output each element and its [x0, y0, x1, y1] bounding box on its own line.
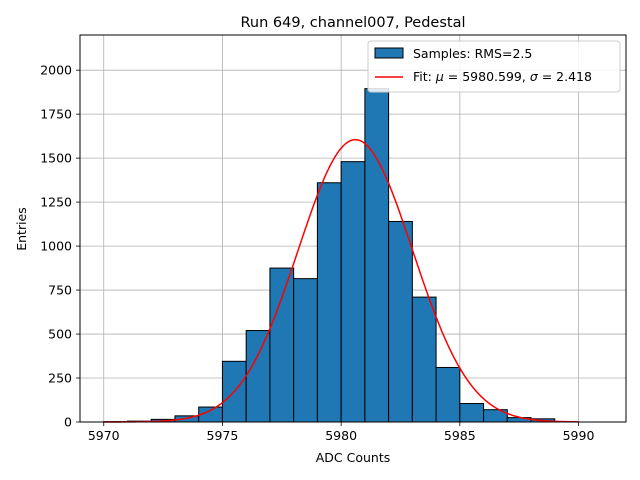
histogram-bar	[388, 220, 413, 423]
legend-histogram-label: Samples: RMS=2.5	[413, 46, 532, 61]
legend-histogram-swatch	[374, 47, 404, 59]
x-tick-label: 5990	[563, 428, 595, 443]
plot-area-frame	[79, 34, 627, 423]
legend-fit-label: Fit: μ = 5980.599, σ = 2.418	[413, 69, 592, 84]
fit-curve	[103, 138, 579, 423]
histogram-bars	[103, 88, 556, 423]
x-tick-label: 5980	[325, 428, 357, 443]
y-axis-label: Entries	[14, 207, 29, 251]
histogram-bar	[245, 330, 271, 423]
legend-box	[367, 40, 621, 93]
histogram-bar	[269, 267, 295, 423]
histogram-bar	[459, 403, 485, 423]
x-tick-label: 5970	[88, 428, 120, 443]
x-axis-label: ADC Counts	[316, 450, 391, 465]
y-tick-label: 1250	[40, 195, 72, 210]
histogram-bar	[340, 161, 366, 423]
histogram-bar	[411, 296, 437, 423]
y-tick-label: 1500	[40, 151, 72, 166]
y-tick-label: 250	[48, 371, 72, 386]
y-tick-label: 1000	[40, 239, 72, 254]
y-axis-ticks: 0 250 500 750 1000 1250 1500 1750 2000	[40, 63, 80, 430]
x-tick-label: 5975	[207, 428, 239, 443]
y-tick-label: 0	[64, 415, 72, 430]
x-axis-ticks: 5970 5975 5980 5985 5990	[88, 422, 595, 443]
y-tick-label: 1750	[40, 107, 72, 122]
histogram-bar	[316, 182, 342, 423]
histogram-bar	[293, 278, 318, 423]
chart-title: Run 649, channel007, Pedestal	[240, 15, 465, 31]
histogram-bar	[435, 366, 461, 423]
y-tick-label: 500	[48, 327, 72, 342]
histogram-bar	[364, 88, 390, 423]
y-tick-label: 750	[48, 283, 72, 298]
x-tick-label: 5985	[444, 428, 476, 443]
legend: Samples: RMS=2.5 Fit: μ = 5980.599, σ = …	[367, 40, 621, 93]
y-tick-label: 2000	[40, 63, 72, 78]
